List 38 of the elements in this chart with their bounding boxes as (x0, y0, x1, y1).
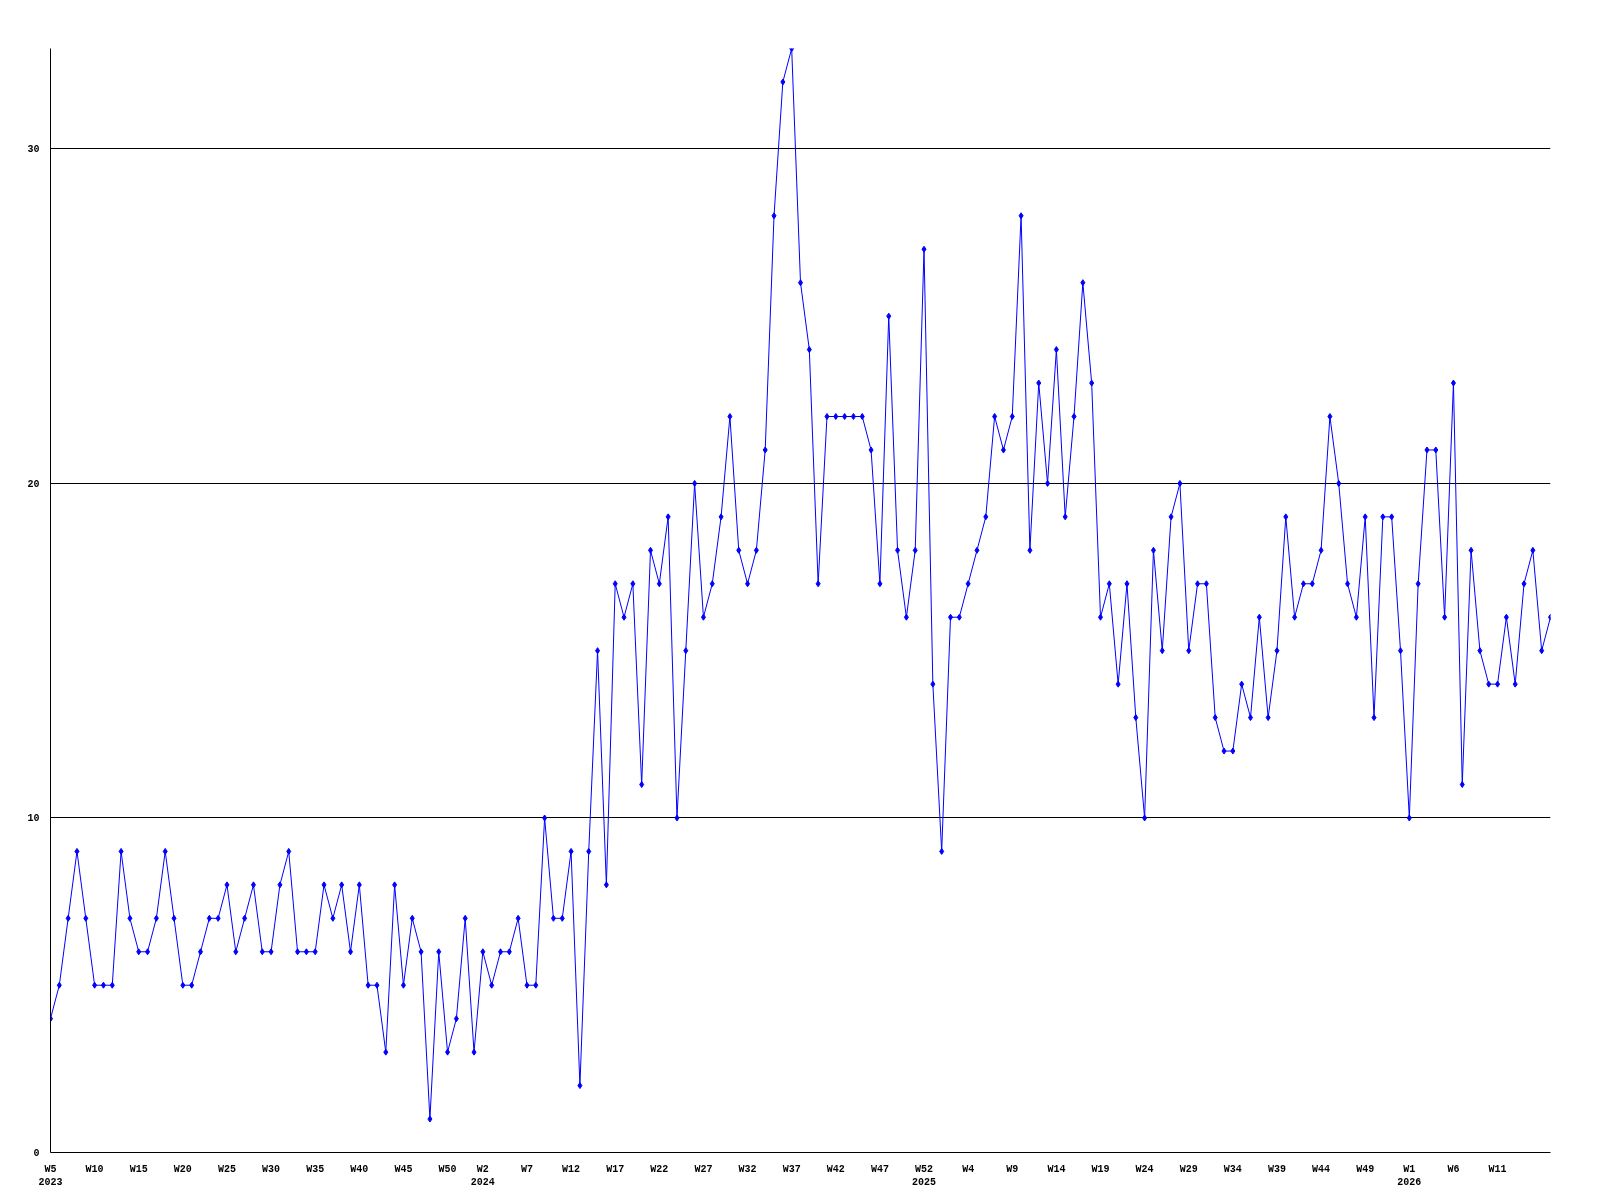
x-tick-label: W40 (350, 1163, 369, 1175)
x-tick-label: W6 (1447, 1163, 1460, 1175)
x-tick-label: W2 2024 (470, 1163, 495, 1188)
x-tick-label: W7 (520, 1163, 533, 1175)
x-tick-label: W14 (1047, 1163, 1066, 1175)
x-tick-label: W9 (1006, 1163, 1019, 1175)
y-tick-label: 30 (27, 144, 40, 156)
x-tick-label: W11 (1488, 1163, 1507, 1175)
x-tick-label: W4 (962, 1163, 975, 1175)
x-tick-label: W15 (129, 1163, 148, 1175)
x-tick-label: W37 (782, 1163, 801, 1175)
x-tick-label: W42 (826, 1163, 845, 1175)
x-tick-label: W22 (650, 1163, 669, 1175)
x-tick-label: W47 (870, 1163, 889, 1175)
y-tick-label: 20 (27, 478, 40, 490)
x-tick-label: W39 (1267, 1163, 1286, 1175)
y-tick-label: 0 (33, 1148, 40, 1159)
x-tick-label: W30 (262, 1163, 281, 1175)
x-tick-label: W35 (306, 1163, 325, 1175)
x-tick-label: W49 (1356, 1163, 1375, 1175)
x-tick-label: W17 (606, 1163, 625, 1175)
x-tick-label: W32 (738, 1163, 757, 1175)
y-tick-label: 10 (27, 813, 40, 825)
x-tick-label: W24 (1135, 1163, 1154, 1175)
x-tick-label: W45 (394, 1163, 413, 1175)
x-tick-label: W44 (1312, 1163, 1331, 1175)
x-tick-label: W19 (1091, 1163, 1110, 1175)
x-tick-label: W20 (173, 1163, 192, 1175)
x-tick-label: W5 2023 (38, 1163, 63, 1188)
x-tick-label: W12 (562, 1163, 581, 1175)
x-tick-label: W29 (1179, 1163, 1198, 1175)
x-tick-label: W10 (85, 1163, 104, 1175)
x-tick-label: W52 2025 (912, 1163, 937, 1188)
x-tick-label: W27 (694, 1163, 713, 1175)
x-tick-label: W50 (438, 1163, 457, 1175)
x-tick-label: W34 (1223, 1163, 1242, 1175)
x-tick-label: W25 (217, 1163, 236, 1175)
x-tick-label: W1 2026 (1397, 1163, 1422, 1188)
